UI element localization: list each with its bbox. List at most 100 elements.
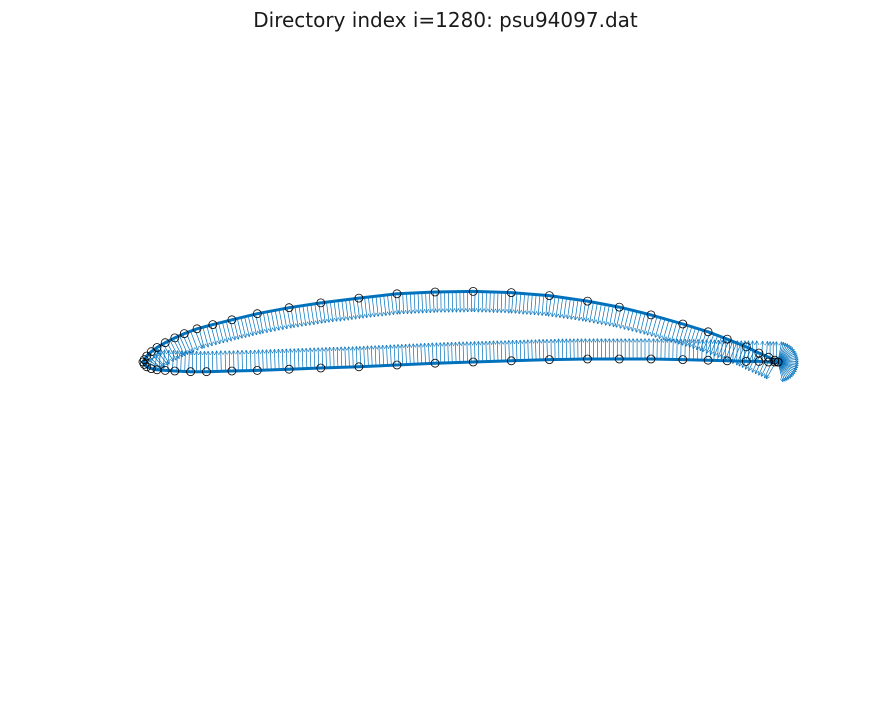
data-point — [583, 354, 592, 364]
normal-vector — [579, 300, 583, 320]
data-point — [192, 324, 202, 334]
normal-vector — [494, 292, 495, 312]
normal-vector — [233, 319, 239, 339]
normal-vector — [571, 299, 575, 319]
normal-vector — [222, 322, 227, 341]
normal-vector — [383, 295, 386, 315]
normal-vector — [368, 346, 369, 367]
data-point — [354, 293, 364, 303]
normal-vector — [345, 347, 346, 368]
chart-title: Directory index i=1280: psu94097.dat — [253, 8, 638, 32]
normal-vector — [497, 341, 498, 362]
data-point — [741, 342, 751, 352]
normal-vector — [535, 340, 536, 361]
normal-vector — [238, 351, 239, 371]
data-point — [170, 366, 180, 376]
normal-vector — [294, 349, 295, 370]
normal-vector — [531, 294, 533, 314]
data-point — [179, 329, 189, 339]
data-point — [316, 298, 326, 308]
data-point — [646, 354, 656, 364]
normal-vector — [543, 340, 544, 360]
normal-vector — [322, 348, 323, 369]
normal-vector — [206, 326, 212, 345]
data-point — [284, 303, 294, 313]
normal-vector — [513, 341, 514, 361]
normal-vector — [221, 351, 222, 372]
normal-vectors — [143, 291, 798, 381]
normal-vector — [387, 346, 388, 366]
normal-vector — [341, 300, 345, 320]
normal-vector — [527, 293, 529, 314]
normal-vector — [632, 311, 638, 331]
normal-vector — [586, 301, 590, 321]
data-point — [506, 356, 516, 366]
normal-vector — [556, 296, 560, 317]
normal-vector — [390, 345, 391, 366]
normal-vector — [334, 348, 335, 368]
normal-vector — [636, 312, 642, 332]
normal-vector — [482, 342, 483, 362]
data-point — [770, 357, 780, 367]
data-point — [354, 362, 364, 372]
data-point — [583, 296, 592, 306]
normal-vector — [714, 340, 715, 361]
normal-vector — [494, 341, 495, 362]
normal-vector — [501, 292, 502, 312]
normal-vector — [549, 295, 552, 316]
normal-vector — [306, 349, 307, 369]
normal-vector — [402, 345, 403, 365]
normal-vector — [349, 347, 350, 368]
normal-vector — [475, 342, 476, 362]
normal-vector — [777, 361, 783, 381]
data-point — [468, 286, 478, 296]
normal-vector — [659, 318, 666, 338]
normal-vector — [290, 349, 291, 370]
normal-vector — [379, 346, 380, 366]
normal-vector — [486, 342, 487, 362]
normal-vector — [478, 291, 479, 312]
normal-vector — [425, 344, 426, 364]
data-point — [160, 338, 170, 348]
normal-vector — [421, 344, 422, 364]
data-point — [227, 366, 237, 376]
normal-vector — [663, 319, 670, 339]
normal-vector — [440, 343, 441, 364]
data-point — [506, 288, 516, 298]
normal-vector — [246, 351, 247, 371]
normal-vector — [722, 341, 723, 361]
normal-vector — [606, 305, 610, 325]
data-point — [773, 357, 783, 367]
normal-vector — [628, 310, 634, 331]
normal-vector — [640, 313, 646, 333]
normal-vector — [505, 292, 506, 312]
normal-vector — [360, 297, 363, 318]
normal-vector — [371, 346, 372, 367]
data-point — [227, 315, 237, 325]
normal-vector — [364, 297, 367, 317]
normal-vector — [539, 340, 540, 360]
data-point — [764, 352, 773, 362]
normal-vector — [240, 317, 246, 338]
normal-vector — [274, 310, 279, 330]
normal-vector — [538, 294, 540, 315]
normal-vector — [225, 321, 231, 340]
normal-vector — [624, 309, 630, 329]
normal-vector — [448, 343, 449, 363]
normal-vector — [267, 350, 268, 371]
data-point — [160, 365, 170, 375]
normal-vector — [383, 346, 384, 366]
data-point — [722, 356, 732, 366]
normal-vector — [294, 306, 298, 327]
normal-vector — [371, 296, 374, 317]
normal-vector — [278, 350, 279, 370]
normal-vector — [444, 343, 445, 363]
normal-vector — [379, 295, 382, 316]
normal-vector — [417, 344, 418, 365]
normal-vector — [337, 348, 338, 368]
normal-vector — [398, 345, 399, 365]
data-point — [142, 362, 152, 372]
normal-vector — [429, 292, 430, 312]
normal-vector — [590, 302, 594, 322]
normal-vector — [409, 344, 410, 365]
